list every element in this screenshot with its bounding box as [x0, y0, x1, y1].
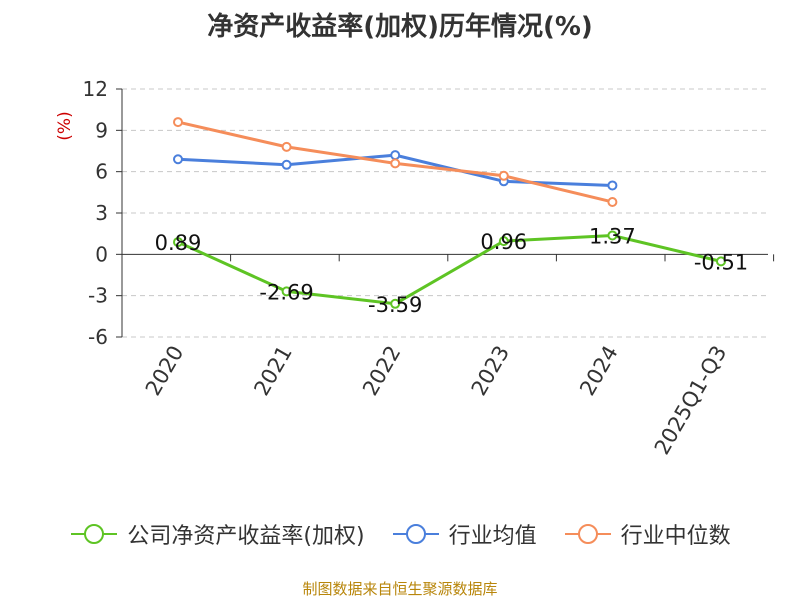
data-point — [607, 180, 618, 191]
source-note: 制图数据来自恒生聚源数据库 — [302, 580, 498, 598]
data-point — [607, 196, 618, 207]
legend-item-industry-median[interactable]: 行业中位数 — [563, 518, 731, 550]
data-label: -0.51 — [694, 250, 748, 274]
data-point — [281, 141, 292, 152]
data-point — [173, 117, 183, 128]
y-tick-label: 6 — [95, 160, 108, 184]
data-labels: 0.89 -2.69 -3.59 0.96 1.37 -0.51 — [155, 224, 749, 316]
legend-label-company: 公司净资产收益率(加权) — [127, 524, 365, 549]
x-tick-label: 2025Q1-Q3 — [650, 342, 732, 459]
data-point — [390, 158, 401, 169]
legend-marker-company — [71, 524, 118, 544]
series-lines — [173, 117, 726, 309]
y-tick-label: 12 — [83, 77, 108, 101]
legend-marker-industry-mean — [392, 524, 439, 544]
x-tick-label: 2021 — [249, 342, 297, 400]
legend: 公司净资产收益率(加权) 行业均值 行业中位数 — [0, 518, 800, 550]
legend-label-industry-mean: 行业均值 — [448, 524, 537, 549]
data-point — [390, 150, 401, 161]
data-label: 0.89 — [155, 231, 202, 255]
y-axis-unit-label: (%) — [55, 111, 75, 140]
x-tick-label: 2020 — [141, 342, 189, 400]
data-label: -3.59 — [368, 293, 422, 317]
x-tick-label: 2023 — [467, 342, 515, 400]
data-point — [607, 230, 618, 241]
series-line-0 — [177, 233, 722, 306]
data-point — [716, 256, 726, 267]
legend-label-industry-median: 行业中位数 — [620, 524, 731, 549]
y-tick-label: 0 — [95, 242, 108, 266]
data-point — [281, 286, 292, 297]
y-tick-label: -3 — [88, 284, 108, 308]
x-tick-label: 2022 — [358, 342, 406, 400]
data-label: -2.69 — [259, 280, 313, 304]
grid-lines — [122, 88, 768, 338]
data-point — [390, 298, 401, 309]
legend-item-industry-mean[interactable]: 行业均值 — [391, 518, 537, 550]
legend-item-company[interactable]: 公司净资产收益率(加权) — [69, 518, 365, 550]
legend-marker-industry-median — [564, 524, 611, 544]
y-tick-label: 3 — [95, 201, 108, 225]
axes: -6 -3 0 3 6 9 12 2020 2021 2022 2023 2024 2025Q1-Q3 (… — [55, 77, 775, 459]
data-label: 1.37 — [589, 224, 636, 248]
y-tick-label: 9 — [95, 118, 108, 142]
data-point — [173, 154, 183, 165]
data-point — [173, 237, 183, 248]
data-label: 0.96 — [480, 230, 527, 254]
data-point — [498, 236, 509, 247]
data-point — [281, 159, 292, 170]
y-tick-label: -6 — [88, 325, 108, 349]
data-point — [498, 170, 509, 181]
x-tick-label: 2024 — [575, 342, 623, 400]
chart-title: 净资产收益率(加权)历年情况(%) — [207, 12, 593, 42]
